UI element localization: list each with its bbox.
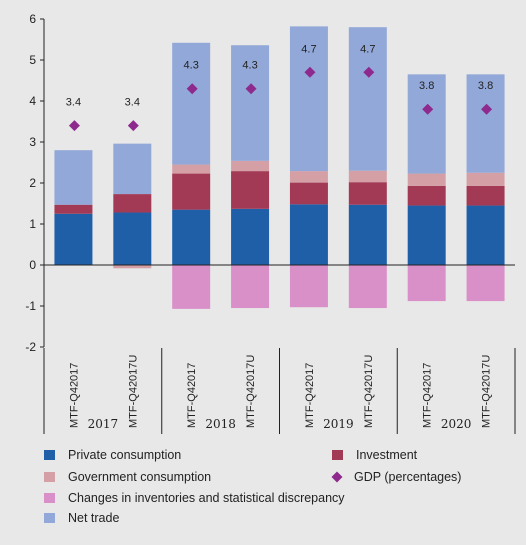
legend: Private consumption Investment Government … (44, 448, 461, 525)
gdp-data-label: 3.8 (419, 80, 434, 92)
category-label: MTF-Q42017U (481, 355, 493, 428)
y-tick-label: 4 (29, 94, 36, 108)
gdp-marker (481, 103, 493, 115)
bar-segment (348, 182, 387, 205)
gdp-marker (186, 83, 198, 95)
y-tick-label: 2 (29, 176, 36, 190)
bar-segment (466, 172, 505, 186)
bar-segment (231, 265, 270, 309)
y-tick-label: 3 (29, 135, 36, 149)
legend-label: GDP (percentages) (354, 470, 461, 484)
bar-segment (172, 209, 211, 265)
category-label: MTF-Q42017U (363, 355, 375, 428)
year-label: 2020 (441, 417, 472, 431)
bar-segment (289, 171, 328, 183)
bar-segment (54, 150, 93, 205)
legend-label: Net trade (68, 511, 119, 525)
y-tick-label: 0 (29, 258, 36, 272)
bar-segment (113, 194, 152, 213)
legend-swatch (44, 493, 55, 503)
bar-segment (407, 185, 446, 206)
gdp-marker (68, 120, 80, 132)
legend-swatch (44, 513, 55, 523)
bar-segment (466, 74, 505, 173)
bar-segment (231, 171, 270, 209)
category-label: MTF-Q42017U (245, 355, 257, 428)
gdp-data-label: 3.8 (478, 80, 493, 92)
category-label: MTF-Q42017 (304, 363, 316, 428)
gdp-data-label: 3.4 (125, 97, 140, 109)
gdp-data-label: 4.7 (360, 43, 375, 55)
gdp-marker (363, 66, 375, 78)
bar-segment (466, 185, 505, 206)
bar-segment (231, 160, 270, 172)
bar-segment (231, 208, 270, 265)
gdp-marker (245, 83, 257, 95)
gdp-data-label: 3.4 (66, 97, 81, 109)
bar-segment (466, 265, 505, 302)
gdp-marker (422, 103, 434, 115)
gdp-markers: 3.4 3.4 4.3 4.3 4.7 4.7 3.8 3.8 (66, 43, 493, 132)
bar-segment (231, 45, 270, 161)
y-tick-label: 6 (29, 12, 36, 26)
year-label: 2017 (88, 417, 119, 431)
bar-segment (407, 173, 446, 186)
bar-segment (407, 265, 446, 302)
bar-segment (289, 204, 328, 265)
gdp-data-label: 4.7 (301, 43, 316, 55)
bar-segment (113, 212, 152, 265)
gdp-data-label: 4.3 (184, 60, 199, 72)
bars (54, 26, 505, 309)
legend-gdp-marker (331, 471, 343, 483)
bar-segment (407, 74, 446, 174)
bar-segment (289, 26, 328, 172)
gdp-marker (127, 120, 139, 132)
bar-segment (466, 205, 505, 265)
bar-segment (289, 182, 328, 205)
legend-label: Private consumption (68, 448, 181, 462)
bar-segment (348, 27, 387, 171)
legend-swatch (44, 472, 55, 482)
bar-segment (172, 42, 211, 165)
bar-segment (172, 173, 211, 210)
legend-label: Changes in inventories and statistical d… (68, 491, 345, 505)
bar-segment (348, 204, 387, 265)
y-tick-label: 1 (29, 217, 36, 231)
legend-label: Government consumption (68, 470, 211, 484)
category-label: MTF-Q42017 (68, 363, 80, 428)
legend-swatch (332, 450, 343, 460)
gdp-data-label: 4.3 (242, 60, 257, 72)
category-label: MTF-Q42017 (186, 363, 198, 428)
category-label: MTF-Q42017 (422, 363, 434, 428)
category-label: MTF-Q42017U (127, 355, 139, 428)
y-tick-label: -2 (25, 340, 36, 354)
bar-segment (113, 265, 152, 269)
bar-segment (54, 204, 93, 214)
bar-segment (348, 265, 387, 309)
bar-segment (113, 143, 152, 195)
year-label: 2019 (323, 417, 354, 431)
bar-segment (289, 265, 328, 308)
bar-segment (172, 164, 211, 174)
legend-swatch (44, 450, 55, 460)
gdp-marker (304, 66, 316, 78)
axes: -2 -1 0 1 2 3 4 5 6 MTF-Q42017 MTF-Q42017U MTF-Q420… (25, 12, 516, 434)
year-label: 2018 (205, 417, 236, 431)
y-tick-label: -1 (25, 299, 36, 313)
bar-segment (348, 170, 387, 183)
legend-label: Investment (356, 448, 418, 462)
y-tick-label: 5 (29, 53, 36, 67)
bar-segment (407, 205, 446, 265)
bar-segment (54, 213, 93, 265)
bar-segment (172, 265, 211, 309)
